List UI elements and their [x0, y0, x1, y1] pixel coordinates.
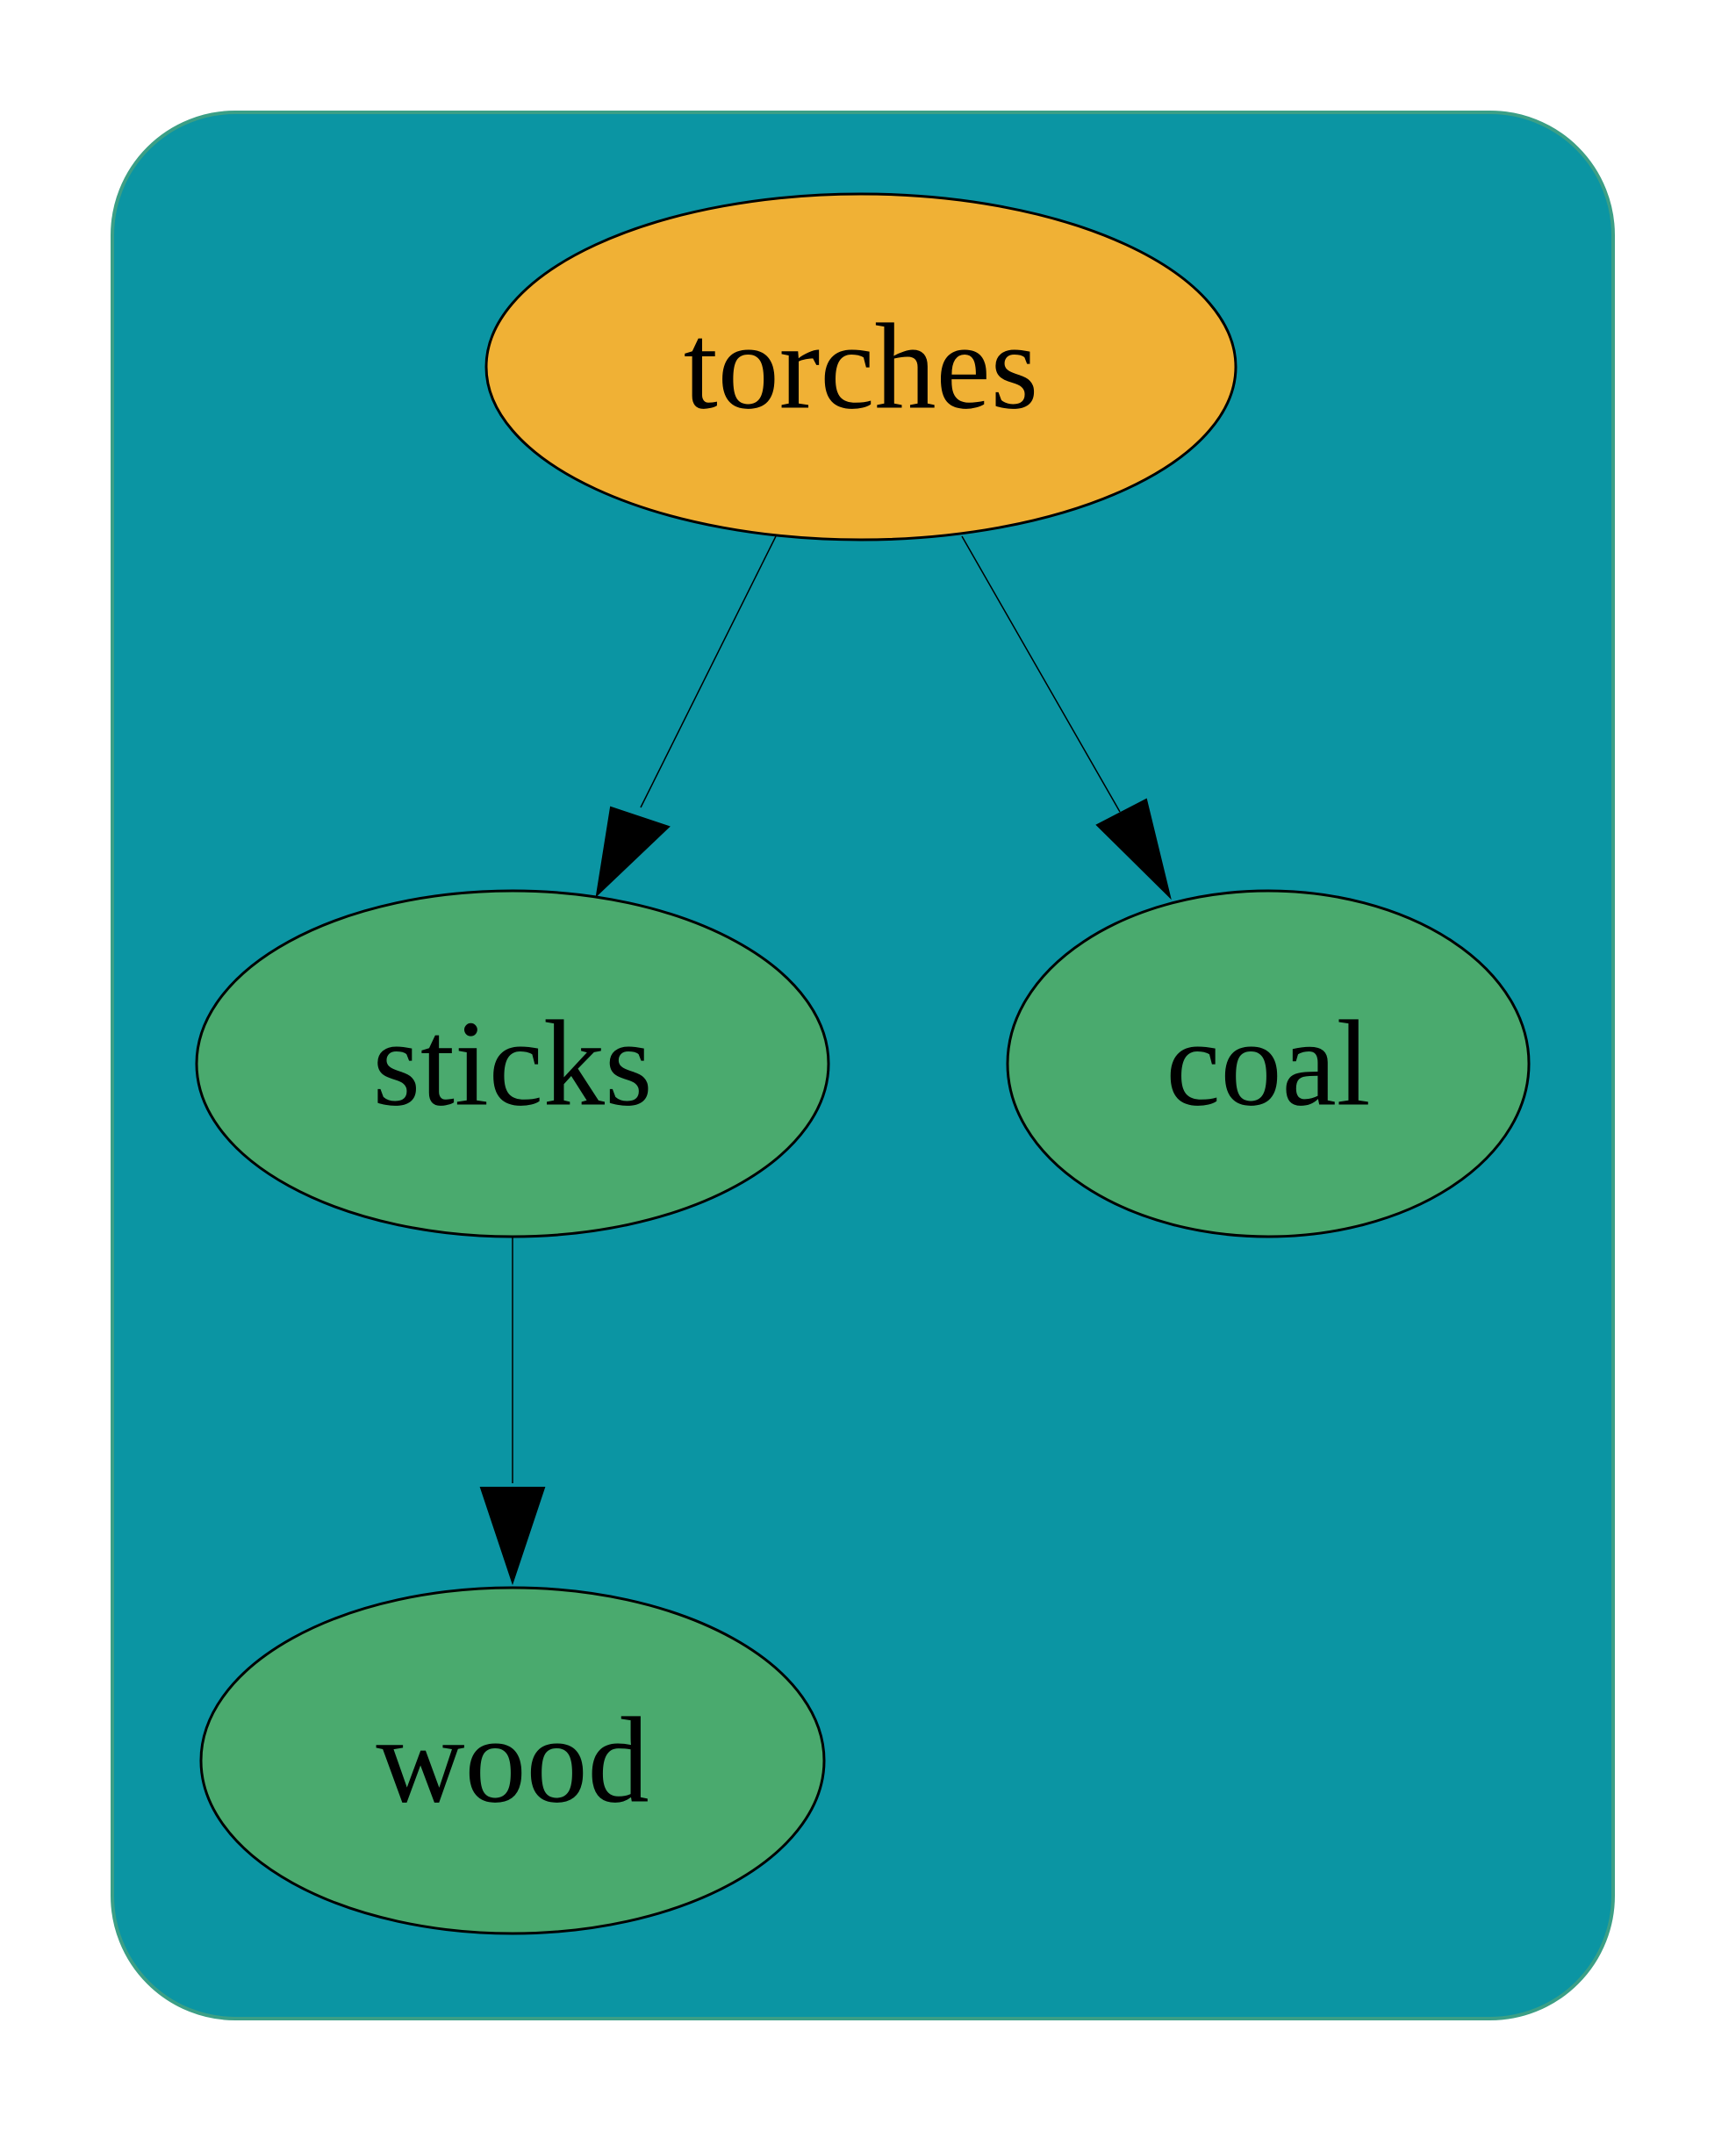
arrowhead — [1095, 798, 1172, 900]
node-sticks: sticks — [195, 889, 830, 1238]
arrowhead — [595, 806, 671, 898]
node-torches: torches — [484, 192, 1237, 542]
node-label-sticks: sticks — [373, 996, 653, 1132]
arrowhead — [479, 1487, 546, 1586]
node-coal: coal — [1006, 889, 1531, 1238]
node-label-coal: coal — [1166, 996, 1370, 1132]
edge-sticks-wood — [479, 1236, 546, 1586]
edge-torches-sticks — [595, 535, 777, 898]
edges — [479, 535, 1172, 1586]
graph-panel — [111, 111, 1615, 2020]
edge-torches-coal — [961, 535, 1172, 900]
node-label-wood: wood — [376, 1693, 649, 1829]
node-wood: wood — [199, 1586, 826, 1935]
node-label-torches: torches — [684, 299, 1038, 435]
